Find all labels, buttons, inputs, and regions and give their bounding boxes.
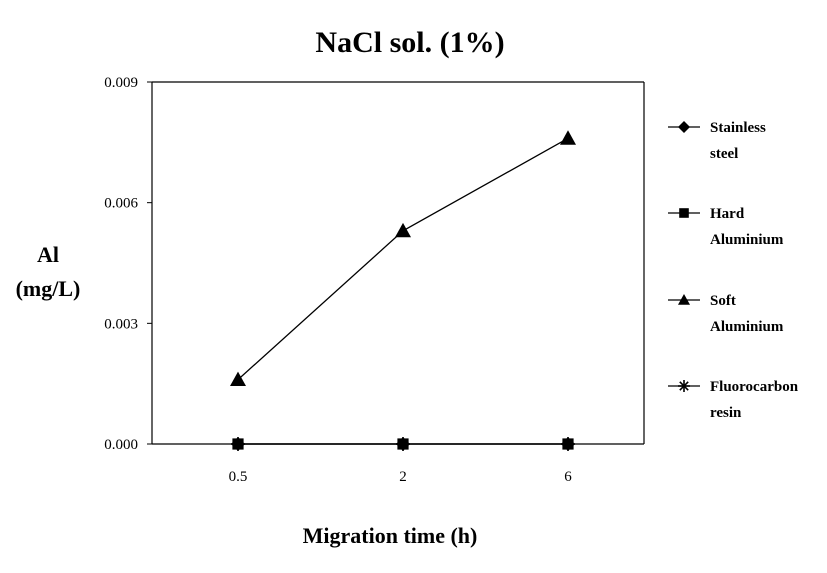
legend-label-fluorocarbon-resin: Fluorocarbon <box>710 379 799 395</box>
x-tick-label: 2 <box>399 469 407 485</box>
legend-label-fluorocarbon-resin: resin <box>710 405 742 421</box>
legend-marker-hard-aluminium <box>679 208 689 218</box>
y-axis-label-line-2: (mg/L) <box>16 276 81 301</box>
legend-marker-fluorocarbon-resin <box>678 380 690 392</box>
legend-label-stainless-steel: steel <box>710 146 738 162</box>
legend-marker-stainless-steel <box>678 121 690 133</box>
data-point-fluorocarbon-resin <box>561 437 575 451</box>
legend-label-soft-aluminium: Soft <box>710 293 736 309</box>
legend-label-soft-aluminium: Aluminium <box>710 319 784 335</box>
chart-title: NaCl sol. (1%) <box>315 26 504 59</box>
plot-area: 0.000 0.003 0.006 0.009 0.5 2 6 <box>104 75 645 485</box>
x-tick-label: 6 <box>564 469 572 485</box>
x-tick-label: 0.5 <box>229 469 248 485</box>
legend-label-hard-aluminium: Aluminium <box>710 232 784 248</box>
legend-label-stainless-steel: Stainless <box>710 120 766 136</box>
series-line-soft-aluminium <box>237 137 569 381</box>
data-point-fluorocarbon-resin <box>231 437 245 451</box>
y-tick-label: 0.003 <box>104 316 138 332</box>
data-point-soft-aluminium <box>230 371 246 387</box>
y-tick-label: 0.009 <box>104 75 138 91</box>
legend: Stainless steel Hard Aluminium Soft Aluminium… <box>668 120 799 421</box>
data-point-soft-aluminium <box>395 222 411 238</box>
legend-marker-soft-aluminium <box>678 294 690 305</box>
y-tick-label: 0.006 <box>104 196 138 212</box>
legend-label-hard-aluminium: Hard <box>710 206 745 222</box>
y-tick-label: 0.000 <box>104 437 138 453</box>
data-point-fluorocarbon-resin <box>396 437 410 451</box>
x-axis-label: Migration time (h) <box>303 523 478 548</box>
data-point-soft-aluminium <box>560 130 576 145</box>
y-axis-label-line-1: Al <box>37 242 59 267</box>
